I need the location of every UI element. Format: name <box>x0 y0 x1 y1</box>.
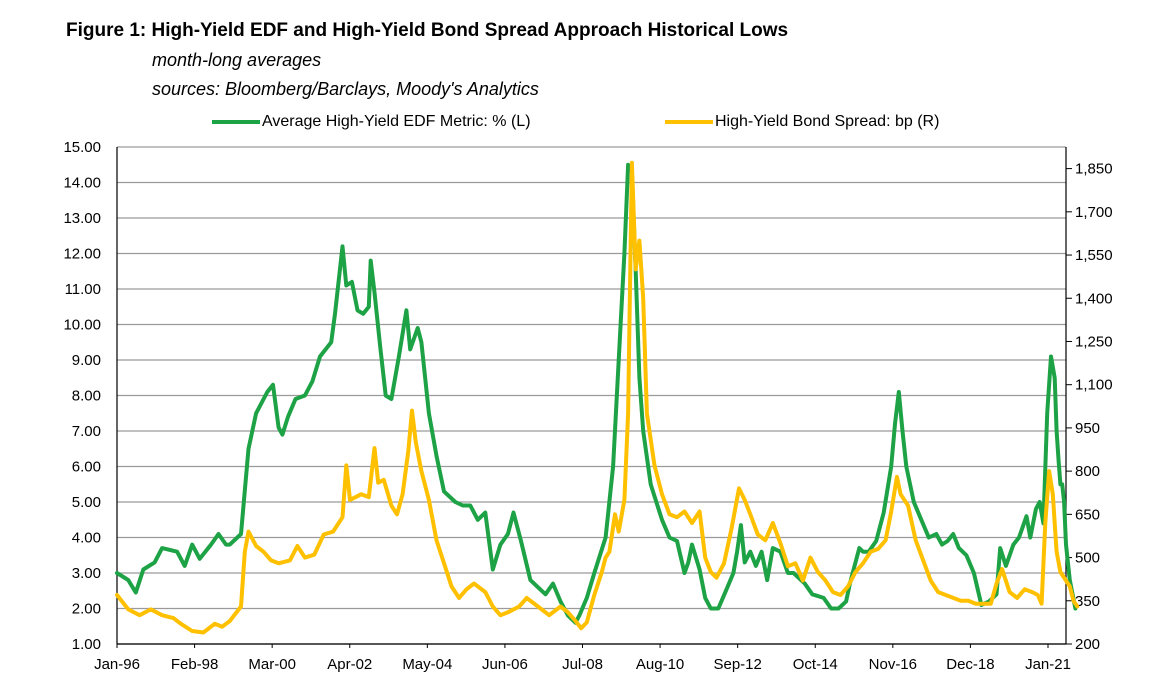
chart-subtitle-sources: sources: Bloomberg/Barclays, Moody's Ana… <box>152 79 539 99</box>
x-tick-label: Oct-14 <box>793 656 838 673</box>
chart-subtitle-averages: month-long averages <box>152 50 322 70</box>
x-tick-label: Aug-10 <box>636 656 684 673</box>
x-tick-label: Jun-06 <box>482 656 528 673</box>
x-tick-label: Feb-98 <box>171 656 219 673</box>
legend-item-edf: Average High-Yield EDF Metric: % (L) <box>212 113 531 131</box>
y-left-tick-label: 5.00 <box>72 494 101 511</box>
y-left-tick-label: 1.00 <box>72 636 101 653</box>
y-left-tick-label: 9.00 <box>72 352 101 369</box>
y-right-tick-label: 800 <box>1075 463 1100 480</box>
y-left-tick-label: 13.00 <box>63 210 101 227</box>
legend-swatch-spread <box>665 120 713 124</box>
y-left-tick-label: 14.00 <box>63 175 101 192</box>
y-left-tick-label: 11.00 <box>65 281 101 298</box>
y-right-tick-label: 500 <box>1075 550 1100 567</box>
y-left-tick-label: 4.00 <box>72 530 101 547</box>
x-tick-label: Mar-00 <box>248 656 296 673</box>
y-left-tick-label: 3.00 <box>72 565 101 582</box>
legend-label-spread: High-Yield Bond Spread: bp (R) <box>715 113 940 130</box>
y-right-tick-label: 650 <box>1075 506 1100 523</box>
y-left-tick-label: 2.00 <box>72 601 101 618</box>
y-left-tick-label: 10.00 <box>63 317 101 334</box>
y-right-tick-label: 1,700 <box>1075 204 1113 221</box>
y-left-tick-label: 7.00 <box>72 423 101 440</box>
x-tick-label: Dec-18 <box>946 656 994 673</box>
y-left-tick-label: 6.00 <box>72 459 101 476</box>
y-right-tick-label: 1,250 <box>1075 333 1113 350</box>
x-tick-label: Apr-02 <box>327 656 372 673</box>
legend-swatch-edf <box>212 120 260 124</box>
y-left-tick-label: 12.00 <box>63 246 101 263</box>
x-tick-label: Jan-96 <box>94 656 140 673</box>
series-line-spread <box>115 160 1080 635</box>
y-right-tick-label: 1,400 <box>1075 290 1113 307</box>
y-right-tick-label: 1,100 <box>1075 377 1113 394</box>
legend-label-edf: Average High-Yield EDF Metric: % (L) <box>262 113 531 130</box>
legend-item-spread: High-Yield Bond Spread: bp (R) <box>665 113 939 131</box>
y-right-tick-label: 950 <box>1075 420 1100 437</box>
chart-title: Figure 1: High-Yield EDF and High-Yield … <box>66 20 789 41</box>
x-tick-label: Jan-21 <box>1025 656 1071 673</box>
y-right-tick-label: 1,550 <box>1075 247 1113 264</box>
y-right-tick-label: 1,850 <box>1075 161 1113 178</box>
x-tick-label: Jul-08 <box>562 656 603 673</box>
series-line-edf <box>115 162 1078 625</box>
y-right-tick-label: 350 <box>1075 593 1100 610</box>
x-tick-label: May-04 <box>402 656 452 673</box>
x-tick-label: Sep-12 <box>713 656 761 673</box>
x-tick-label: Nov-16 <box>869 656 917 673</box>
y-left-tick-label: 15.00 <box>63 139 101 156</box>
chart-legend: Average High-Yield EDF Metric: % (L) Hig… <box>0 113 1176 137</box>
y-right-tick-label: 200 <box>1075 636 1100 653</box>
y-left-tick-label: 8.00 <box>72 388 101 405</box>
